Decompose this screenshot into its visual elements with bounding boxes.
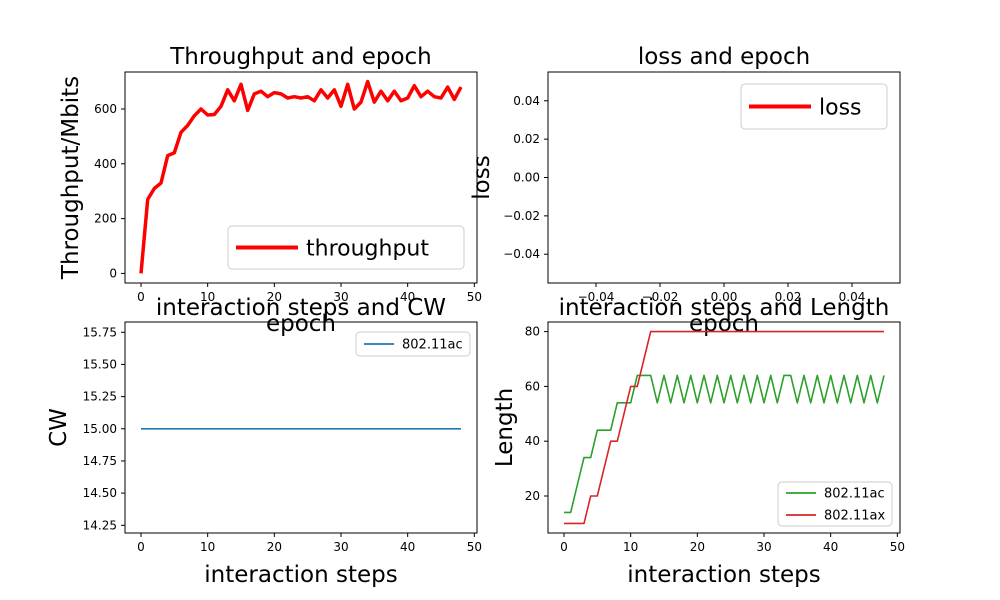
y-tick-label: 60 [525,379,540,393]
x-axis-label: epoch [689,311,759,337]
y-tick-label: 80 [525,325,540,339]
y-tick-label: 600 [94,102,117,116]
legend-label: 802.11ac [402,338,463,353]
legend-label: loss [819,95,862,120]
y-axis-label: Length [492,388,518,467]
y-tick-label: 14.50 [83,486,117,500]
y-tick-label: 0.04 [513,94,540,108]
x-tick-label: 20 [267,540,282,554]
y-tick-label: 0 [109,266,117,280]
x-tick-label: −0.02 [642,290,679,304]
y-axis-label: loss [469,155,495,199]
legend: 802.11ac 802.11ax [777,481,893,527]
chart-title: interaction steps and CW [156,295,446,321]
x-tick-label: 40 [823,540,838,554]
plot-frame [124,321,478,534]
x-tick-label: 20 [267,290,282,304]
x-tick-label: 50 [467,540,482,554]
x-tick-label: −0.04 [578,290,615,304]
chart-panel-1: Throughput and epoch 0 10 20 30 40 50 0 200 400 60… [58,44,482,337]
y-tick-label: 15.50 [83,357,117,371]
y-tick-label: 14.75 [83,454,117,468]
legend-label: throughput [306,236,429,261]
chart-panel-3: interaction steps and CW 0 10 20 30 40 50 14.25… [46,295,482,588]
y-axis-label: Throughput/Mbits [58,76,84,280]
y-axis-label: CW [46,408,72,447]
y-tick-label: 200 [94,212,117,226]
x-tick-label: 30 [333,540,348,554]
legend-label: 802.11ax [824,509,885,524]
y-tick-label: 20 [525,489,540,503]
x-axis-label: interaction steps [627,562,820,588]
y-tick-label: 14.25 [83,518,117,532]
x-tick-label: 10 [200,540,215,554]
x-tick-label: 0.04 [839,290,866,304]
y-tick-label: 400 [94,157,117,171]
legend-label: 802.11ac [824,487,885,502]
y-tick-label: 15.00 [83,422,117,436]
x-tick-label: 10 [623,540,638,554]
legend: 802.11ac [355,331,471,357]
y-tick-label: 40 [525,434,540,448]
y-tick-label: 15.75 [83,325,117,339]
chart-panel-4: interaction steps and Length 0 10 20 30 40 50 2… [492,295,905,588]
y-tick-label: 15.25 [83,390,117,404]
x-tick-label: 0.00 [711,290,738,304]
series-line-2 [564,330,884,525]
legend: throughput [227,225,465,270]
x-tick-label: 0 [137,540,145,554]
x-tick-label: 40 [400,290,415,304]
series-line-1 [564,374,885,514]
y-tick-label: 0.02 [513,132,540,146]
legend-box [227,225,465,270]
x-axis-label: interaction steps [204,562,397,588]
legend-box [740,83,888,130]
x-tick-label: 30 [756,540,771,554]
legend-box [355,331,471,357]
x-tick-label: 30 [333,290,348,304]
x-axis-label: epoch [266,311,336,337]
x-tick-label: 20 [690,540,705,554]
x-tick-label: 0.02 [775,290,802,304]
x-tick-label: 10 [200,290,215,304]
plot-frame [124,71,478,284]
chart-title: Throughput and epoch [169,44,432,70]
y-tick-label: 0.00 [513,171,540,185]
chart-title: loss and epoch [638,44,810,70]
x-tick-label: 40 [400,540,415,554]
y-tick-label: −0.02 [503,209,540,223]
chart-panel-2: loss and epoch −0.04 −0.02 0.00 0.02 0.04 −0.0… [469,44,901,337]
chart-title: interaction steps and Length [559,295,890,321]
x-tick-label: 50 [467,290,482,304]
series-line-1 [139,79,463,274]
x-tick-label: 0 [137,290,145,304]
x-tick-label: 0 [560,540,568,554]
y-tick-label: −0.04 [503,247,540,261]
legend: loss [740,83,888,130]
x-tick-label: 50 [890,540,905,554]
plot-frame [547,321,901,534]
